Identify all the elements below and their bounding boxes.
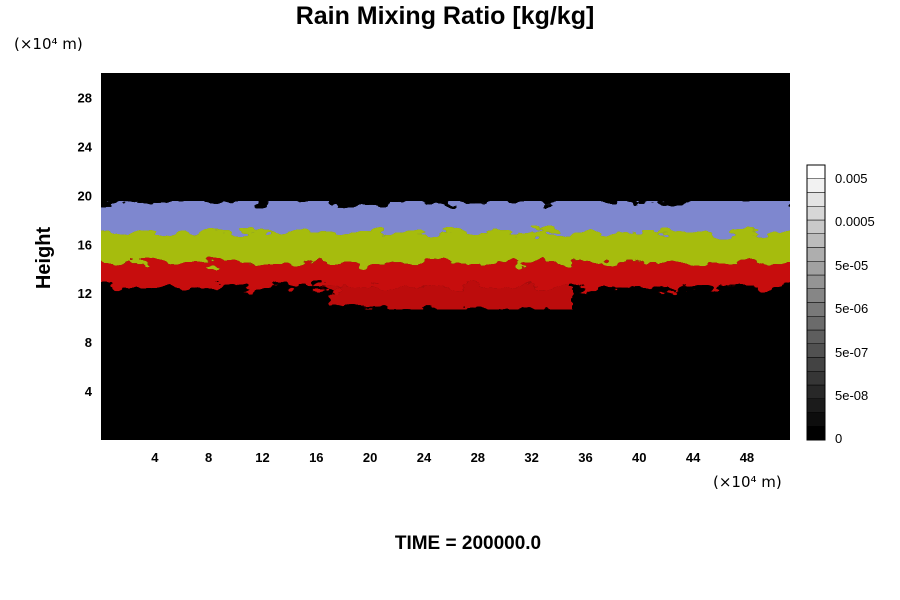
colorbar-swatch xyxy=(806,206,826,221)
colorbar-tick-label: 5e-06 xyxy=(835,301,868,316)
x-tick-label: 32 xyxy=(524,450,538,465)
x-axis-ticks: 4 8 12 16 20 24 28 32 36 40 44 48 xyxy=(151,450,754,465)
x-tick-label: 8 xyxy=(205,450,212,465)
colorbar-tick-label: 5e-05 xyxy=(835,258,868,273)
y-tick-label: 24 xyxy=(78,139,93,154)
y-tick-label: 28 xyxy=(78,90,92,105)
colorbar-swatch xyxy=(806,274,826,289)
time-label: TIME = 200000.0 xyxy=(395,533,541,554)
x-tick-label: 12 xyxy=(255,450,269,465)
colorbar-frame xyxy=(806,164,826,441)
colorbar-tick-label: 0.0005 xyxy=(835,214,875,229)
colorbar-swatch xyxy=(806,384,826,399)
x-tick-label: 20 xyxy=(363,450,377,465)
y-tick-label: 8 xyxy=(85,335,92,350)
colorbar-swatch xyxy=(806,371,826,386)
colorbar-tick-label: 5e-08 xyxy=(835,388,868,403)
colorbar-swatch xyxy=(806,233,826,248)
colorbar-swatch xyxy=(806,343,826,358)
colorbar-swatch xyxy=(806,426,826,441)
colorbar-tick-label: 0 xyxy=(835,431,842,446)
y-axis-label: Height xyxy=(33,227,55,290)
colorbar-tick-label: 5e-07 xyxy=(835,345,868,360)
colorbar-swatch xyxy=(806,164,826,179)
x-tick-label: 28 xyxy=(471,450,485,465)
heatmap-layer-3 xyxy=(101,201,790,233)
x-axis-unit-label: (×10⁴ m) xyxy=(713,473,782,491)
colorbar xyxy=(806,164,826,441)
colorbar-swatch xyxy=(806,178,826,193)
y-tick-label: 12 xyxy=(78,286,92,301)
y-tick-label: 16 xyxy=(78,237,92,252)
colorbar-swatch xyxy=(806,288,826,303)
colorbar-tick-label: 0.005 xyxy=(835,171,868,186)
x-tick-label: 24 xyxy=(417,450,432,465)
colorbar-swatch xyxy=(806,192,826,207)
y-tick-label: 4 xyxy=(85,384,93,399)
x-tick-label: 36 xyxy=(578,450,592,465)
colorbar-swatch xyxy=(806,412,826,427)
colorbar-swatch xyxy=(806,398,826,413)
colorbar-swatch xyxy=(806,316,826,331)
colorbar-swatch xyxy=(806,219,826,234)
colorbar-tick-labels: 0.005 0.0005 5e-05 5e-06 5e-07 5e-08 0 xyxy=(835,171,875,446)
colorbar-swatch xyxy=(806,302,826,317)
colorbar-swatch xyxy=(806,247,826,262)
colorbar-swatch xyxy=(806,261,826,276)
x-tick-label: 44 xyxy=(686,450,701,465)
y-axis-ticks: 4 8 12 16 20 24 28 xyxy=(78,90,93,399)
chart-title: Rain Mixing Ratio [kg/kg] xyxy=(296,2,595,30)
x-tick-label: 4 xyxy=(151,450,159,465)
x-tick-label: 48 xyxy=(740,450,754,465)
heatmap-bands xyxy=(101,201,790,310)
colorbar-swatch xyxy=(806,329,826,344)
x-tick-label: 40 xyxy=(632,450,646,465)
y-axis-unit-label: (×10⁴ m) xyxy=(14,35,83,53)
colorbar-swatch xyxy=(806,357,826,372)
heatmap-layer-2 xyxy=(101,232,790,263)
x-tick-label: 16 xyxy=(309,450,323,465)
y-tick-label: 20 xyxy=(78,188,92,203)
heatmap-layer-1 xyxy=(101,262,790,288)
heatmap-layer-1-extension xyxy=(329,287,572,310)
